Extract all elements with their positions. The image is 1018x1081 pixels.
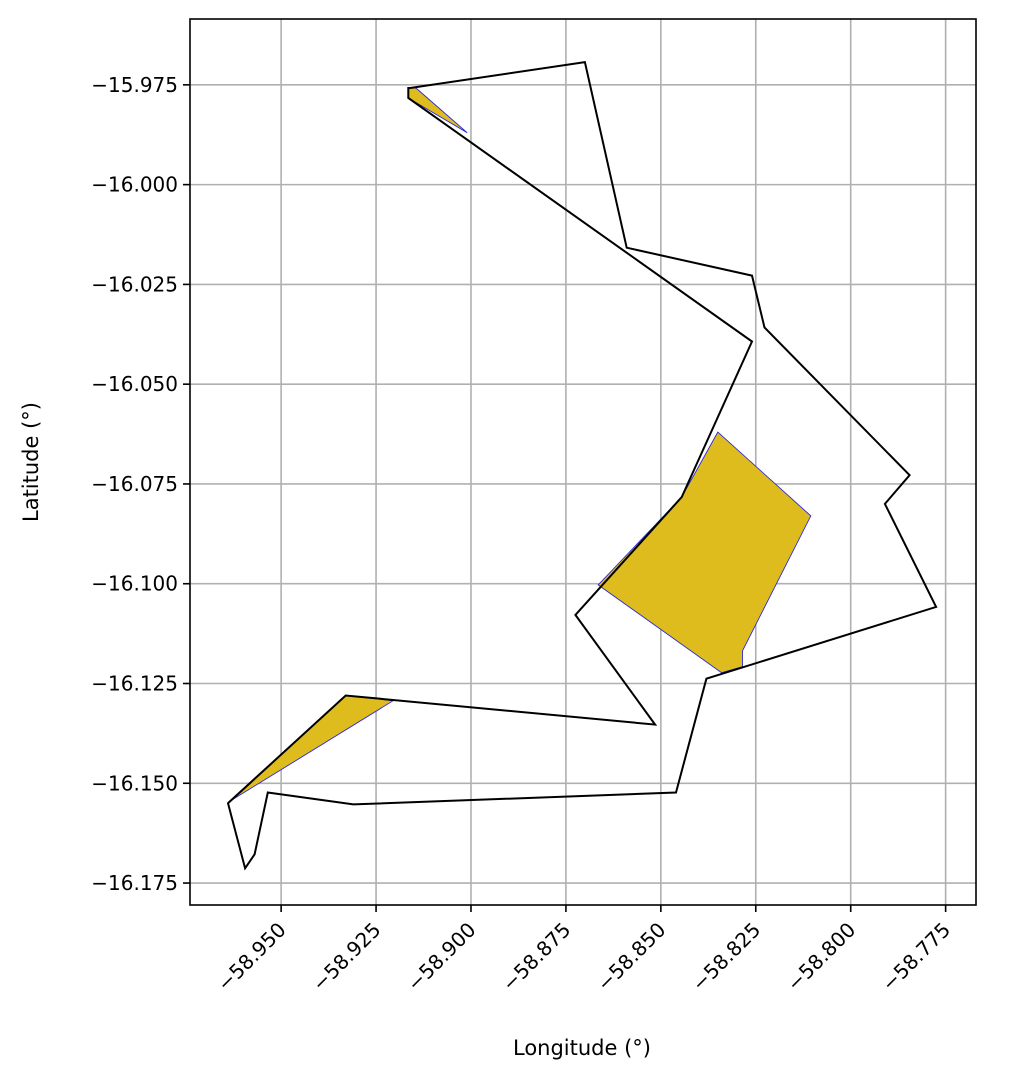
x-tick-label: −58.950	[212, 918, 290, 996]
x-tick-label: −58.900	[402, 918, 480, 996]
x-axis-ticks: −58.950 −58.925 −58.900 −58.875 −58.850 −58.8…	[212, 905, 955, 996]
y-tick-label: −16.075	[91, 472, 178, 496]
x-tick-label: −58.850	[592, 918, 670, 996]
boundary-polygon	[226, 60, 938, 871]
x-tick-label: −58.800	[782, 918, 860, 996]
x-tick-label: −58.875	[497, 918, 575, 996]
filled-regions	[227, 87, 812, 803]
x-tick-label: −58.825	[687, 918, 765, 996]
x-tick-label: −58.925	[307, 918, 385, 996]
plot-frame	[189, 18, 977, 906]
y-tick-label: −16.150	[91, 771, 178, 795]
x-axis-label: Longitude (°)	[513, 1036, 651, 1060]
y-tick-label: −15.975	[91, 73, 178, 97]
y-axis-ticks: −15.975 −16.000 −16.025 −16.050 −16.075 −16.1…	[91, 73, 190, 895]
filled-region	[597, 431, 812, 674]
y-tick-label: −16.125	[91, 672, 178, 696]
filled-region	[407, 87, 468, 134]
y-tick-label: −16.100	[91, 572, 178, 596]
y-axis-label: Latitude (°)	[19, 402, 43, 522]
y-tick-label: −16.050	[91, 372, 178, 396]
y-tick-label: −16.000	[91, 173, 178, 197]
y-tick-label: −16.025	[91, 272, 178, 296]
y-tick-label: −16.175	[91, 871, 178, 895]
x-tick-label: −58.775	[877, 918, 955, 996]
grid-lines	[190, 19, 976, 905]
filled-region	[227, 695, 395, 803]
boundary-outline	[226, 60, 938, 871]
